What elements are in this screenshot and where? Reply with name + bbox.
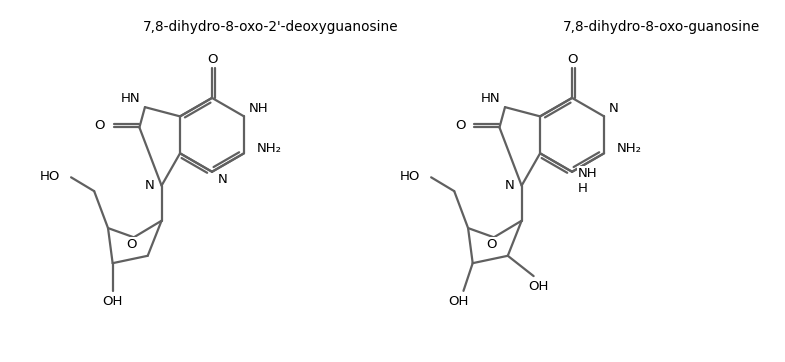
Text: NH₂: NH₂: [617, 142, 642, 155]
Text: HO: HO: [39, 170, 60, 183]
Text: NH
H: NH H: [578, 167, 597, 195]
Text: OH: OH: [449, 295, 469, 308]
Text: NH₂: NH₂: [257, 142, 282, 155]
Text: O: O: [567, 52, 577, 66]
Text: N: N: [505, 179, 514, 192]
Text: N: N: [144, 179, 154, 192]
Text: 7,8-dihydro-8-oxo-2'-deoxyguanosine: 7,8-dihydro-8-oxo-2'-deoxyguanosine: [143, 20, 399, 34]
Text: NH: NH: [249, 102, 268, 115]
Text: HN: HN: [480, 92, 500, 105]
Text: OH: OH: [528, 280, 549, 293]
Text: N: N: [608, 102, 619, 115]
Text: N: N: [217, 173, 228, 186]
Text: O: O: [486, 238, 496, 251]
Text: O: O: [455, 119, 466, 132]
Text: O: O: [126, 238, 137, 251]
Text: 7,8-dihydro-8-oxo-guanosine: 7,8-dihydro-8-oxo-guanosine: [563, 20, 760, 34]
Text: O: O: [95, 119, 105, 132]
Text: OH: OH: [103, 295, 122, 308]
Text: HN: HN: [121, 92, 141, 105]
Text: HO: HO: [400, 170, 420, 183]
Text: O: O: [206, 52, 217, 66]
